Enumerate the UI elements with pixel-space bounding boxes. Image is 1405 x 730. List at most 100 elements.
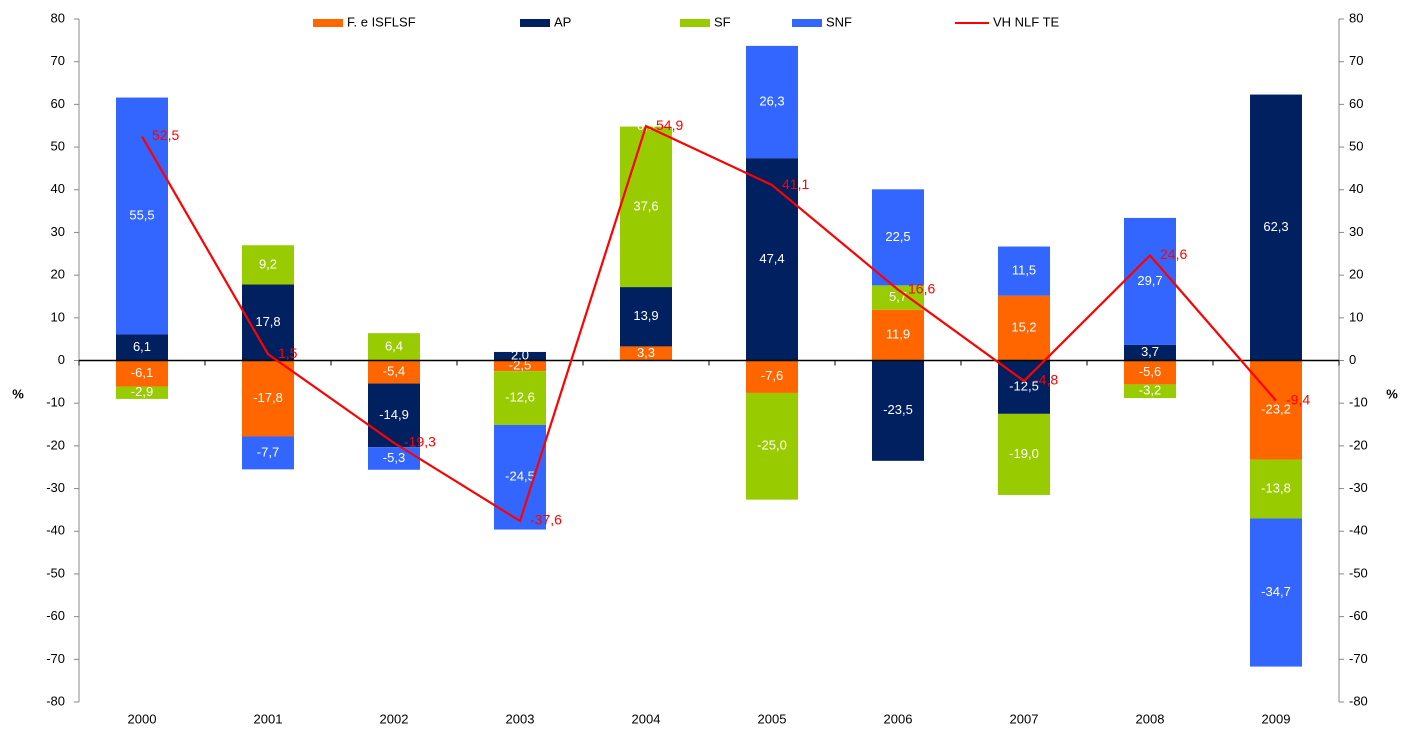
data-label: -7,6 [761, 368, 783, 383]
legend-swatch [520, 19, 550, 27]
line-label: 54,9 [656, 117, 683, 133]
data-label: -23,5 [883, 402, 913, 417]
bar-segment [746, 360, 798, 393]
bar-segment [494, 371, 546, 425]
bar-segment [368, 447, 420, 470]
y2-tick-label: 40 [1349, 181, 1363, 196]
x-tick-label: 2005 [758, 711, 787, 726]
bar-segment [242, 436, 294, 470]
line-label: 1,5 [278, 345, 298, 361]
bar-segment [746, 45, 798, 159]
y-axis-label: % [12, 386, 24, 401]
y-tick-label: 20 [51, 267, 65, 282]
data-label: -5,3 [383, 450, 405, 465]
x-tick-label: 2000 [128, 711, 157, 726]
bar-segment [116, 360, 168, 387]
data-label: 29,7 [1137, 273, 1162, 288]
y-tick-label: 0 [58, 352, 65, 367]
data-label: 9,2 [259, 256, 277, 271]
data-label: -14,9 [379, 407, 409, 422]
x-tick-label: 2002 [380, 711, 409, 726]
bar-segment [746, 392, 798, 500]
y2-tick-label: -70 [1349, 651, 1368, 666]
y2-axis-label: % [1386, 386, 1398, 401]
y2-tick-label: -30 [1349, 480, 1368, 495]
y2-tick-label: -60 [1349, 608, 1368, 623]
data-label: 3,3 [637, 345, 655, 360]
bar-segment [746, 158, 798, 361]
bar-segment [242, 245, 294, 285]
bar-segment [1250, 360, 1302, 460]
y-tick-label: -50 [46, 565, 65, 580]
y2-tick-label: 0 [1349, 352, 1356, 367]
data-label: 15,2 [1011, 319, 1036, 334]
data-label: 47,4 [759, 251, 784, 266]
bar-segment [494, 360, 546, 372]
legend-swatch [680, 19, 710, 27]
y2-tick-label: 30 [1349, 224, 1363, 239]
bar-segment [872, 360, 924, 461]
y-tick-label: -20 [46, 437, 65, 452]
data-label: -6,1 [131, 365, 153, 380]
bar-segment [998, 413, 1050, 495]
bar-segment [368, 383, 420, 448]
line [141, 124, 1277, 523]
y-tick-label: -80 [46, 693, 65, 708]
bar-segment [242, 360, 294, 437]
data-label: -34,7 [1261, 584, 1291, 599]
data-label: -12,6 [505, 390, 535, 405]
y-tick-label: -70 [46, 651, 65, 666]
bar-segment [116, 386, 168, 399]
data-label: 62,3 [1263, 219, 1288, 234]
bar-segment [116, 334, 168, 361]
data-label: -24,5 [505, 469, 535, 484]
y-tick-label: 70 [51, 53, 65, 68]
x-tick-label: 2003 [506, 711, 535, 726]
bar-segment [1250, 518, 1302, 667]
line-label: -9,4 [1286, 391, 1310, 407]
data-label: 11,5 [1012, 263, 1036, 278]
data-label: 55,5 [129, 207, 154, 222]
data-label: -25,0 [757, 438, 787, 453]
y-tick-label: 10 [51, 309, 65, 324]
bar-segment [620, 287, 672, 347]
y2-tick-label: 20 [1349, 267, 1363, 282]
line-label: -4,8 [1034, 372, 1058, 388]
bar-segment [1250, 459, 1302, 519]
y-tick-label: 80 [51, 10, 65, 25]
bar-segment [494, 351, 546, 361]
data-label: -5,6 [1139, 364, 1161, 379]
y-tick-label: 50 [51, 139, 65, 154]
y2-tick-label: -20 [1349, 437, 1368, 452]
y2-tick-label: 80 [1349, 10, 1363, 25]
data-label: -7,7 [257, 444, 279, 459]
bar-segment [1124, 360, 1176, 385]
legend-swatch [792, 19, 822, 27]
line-label: -19,3 [404, 434, 436, 450]
data-label: -13,8 [1261, 480, 1291, 495]
data-label: 11,9 [886, 327, 910, 342]
x-tick-label: 2007 [1010, 711, 1039, 726]
data-label: 26,3 [759, 93, 784, 108]
bar-segment [1124, 344, 1176, 361]
legend-label: SF [714, 14, 731, 29]
y-tick-label: 30 [51, 224, 65, 239]
line-label: 24,6 [1160, 246, 1187, 262]
line-label: -37,6 [530, 512, 562, 528]
bar-segment [872, 189, 924, 286]
data-label: -17,8 [253, 390, 283, 405]
y-tick-label: -60 [46, 608, 65, 623]
x-tick-label: 2004 [632, 711, 661, 726]
data-label: -19,0 [1009, 446, 1039, 461]
data-label: -3,2 [1139, 383, 1161, 398]
data-label: 37,6 [633, 198, 658, 213]
line-label: 16,6 [908, 280, 935, 296]
y2-tick-label: 70 [1349, 53, 1363, 68]
data-label: 13,9 [633, 308, 658, 323]
data-label: 22,5 [885, 229, 910, 244]
data-label: -23,2 [1261, 401, 1291, 416]
data-label: 6,1 [133, 339, 151, 354]
legend-label: F. e ISFLSF [347, 14, 416, 29]
legend-label: VH NLF TE [993, 14, 1060, 29]
